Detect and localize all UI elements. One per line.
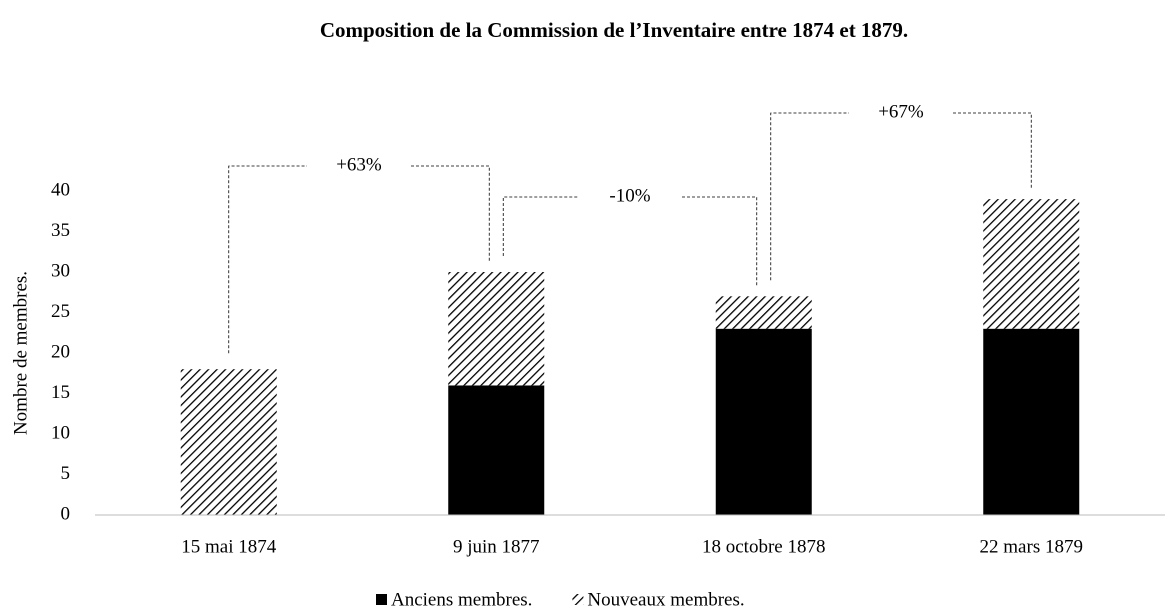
y-tick-label: 15 bbox=[51, 382, 70, 403]
legend-swatch bbox=[376, 594, 387, 605]
x-tick-label: 22 mars 1879 bbox=[980, 536, 1083, 557]
bar-segment bbox=[715, 296, 812, 329]
x-tick-label: 18 octobre 1878 bbox=[702, 536, 825, 557]
annotation-bracket bbox=[228, 165, 490, 354]
legend-label: Anciens membres. bbox=[391, 589, 532, 610]
annotation: +67% bbox=[878, 101, 924, 122]
x-tick-label: 9 juin 1877 bbox=[453, 536, 540, 557]
bar-segment bbox=[715, 328, 812, 515]
bar-segment bbox=[448, 272, 545, 386]
y-tick-label: 40 bbox=[51, 179, 70, 200]
chart-title: Composition de la Commission de l’Invent… bbox=[320, 18, 908, 42]
y-tick-label: 35 bbox=[51, 220, 70, 241]
bar-segment bbox=[180, 369, 277, 515]
bar-segment bbox=[983, 199, 1080, 329]
y-tick-label: 0 bbox=[61, 503, 71, 524]
annotation-bracket bbox=[770, 112, 1032, 281]
bar-segment bbox=[983, 328, 1080, 515]
annotation: +63% bbox=[336, 154, 382, 175]
y-tick-label: 20 bbox=[51, 341, 70, 362]
legend-label: Nouveaux membres. bbox=[587, 589, 744, 610]
y-axis-label: Nombre de membres. bbox=[10, 271, 31, 435]
bar-segment bbox=[448, 385, 545, 515]
y-tick-label: 25 bbox=[51, 301, 70, 322]
legend-swatch bbox=[572, 594, 584, 605]
x-tick-label: 15 mai 1874 bbox=[181, 536, 276, 557]
y-tick-label: 5 bbox=[61, 463, 71, 484]
y-tick-label: 10 bbox=[51, 422, 70, 443]
y-tick-label: 30 bbox=[51, 260, 70, 281]
annotation: -10% bbox=[609, 185, 650, 206]
